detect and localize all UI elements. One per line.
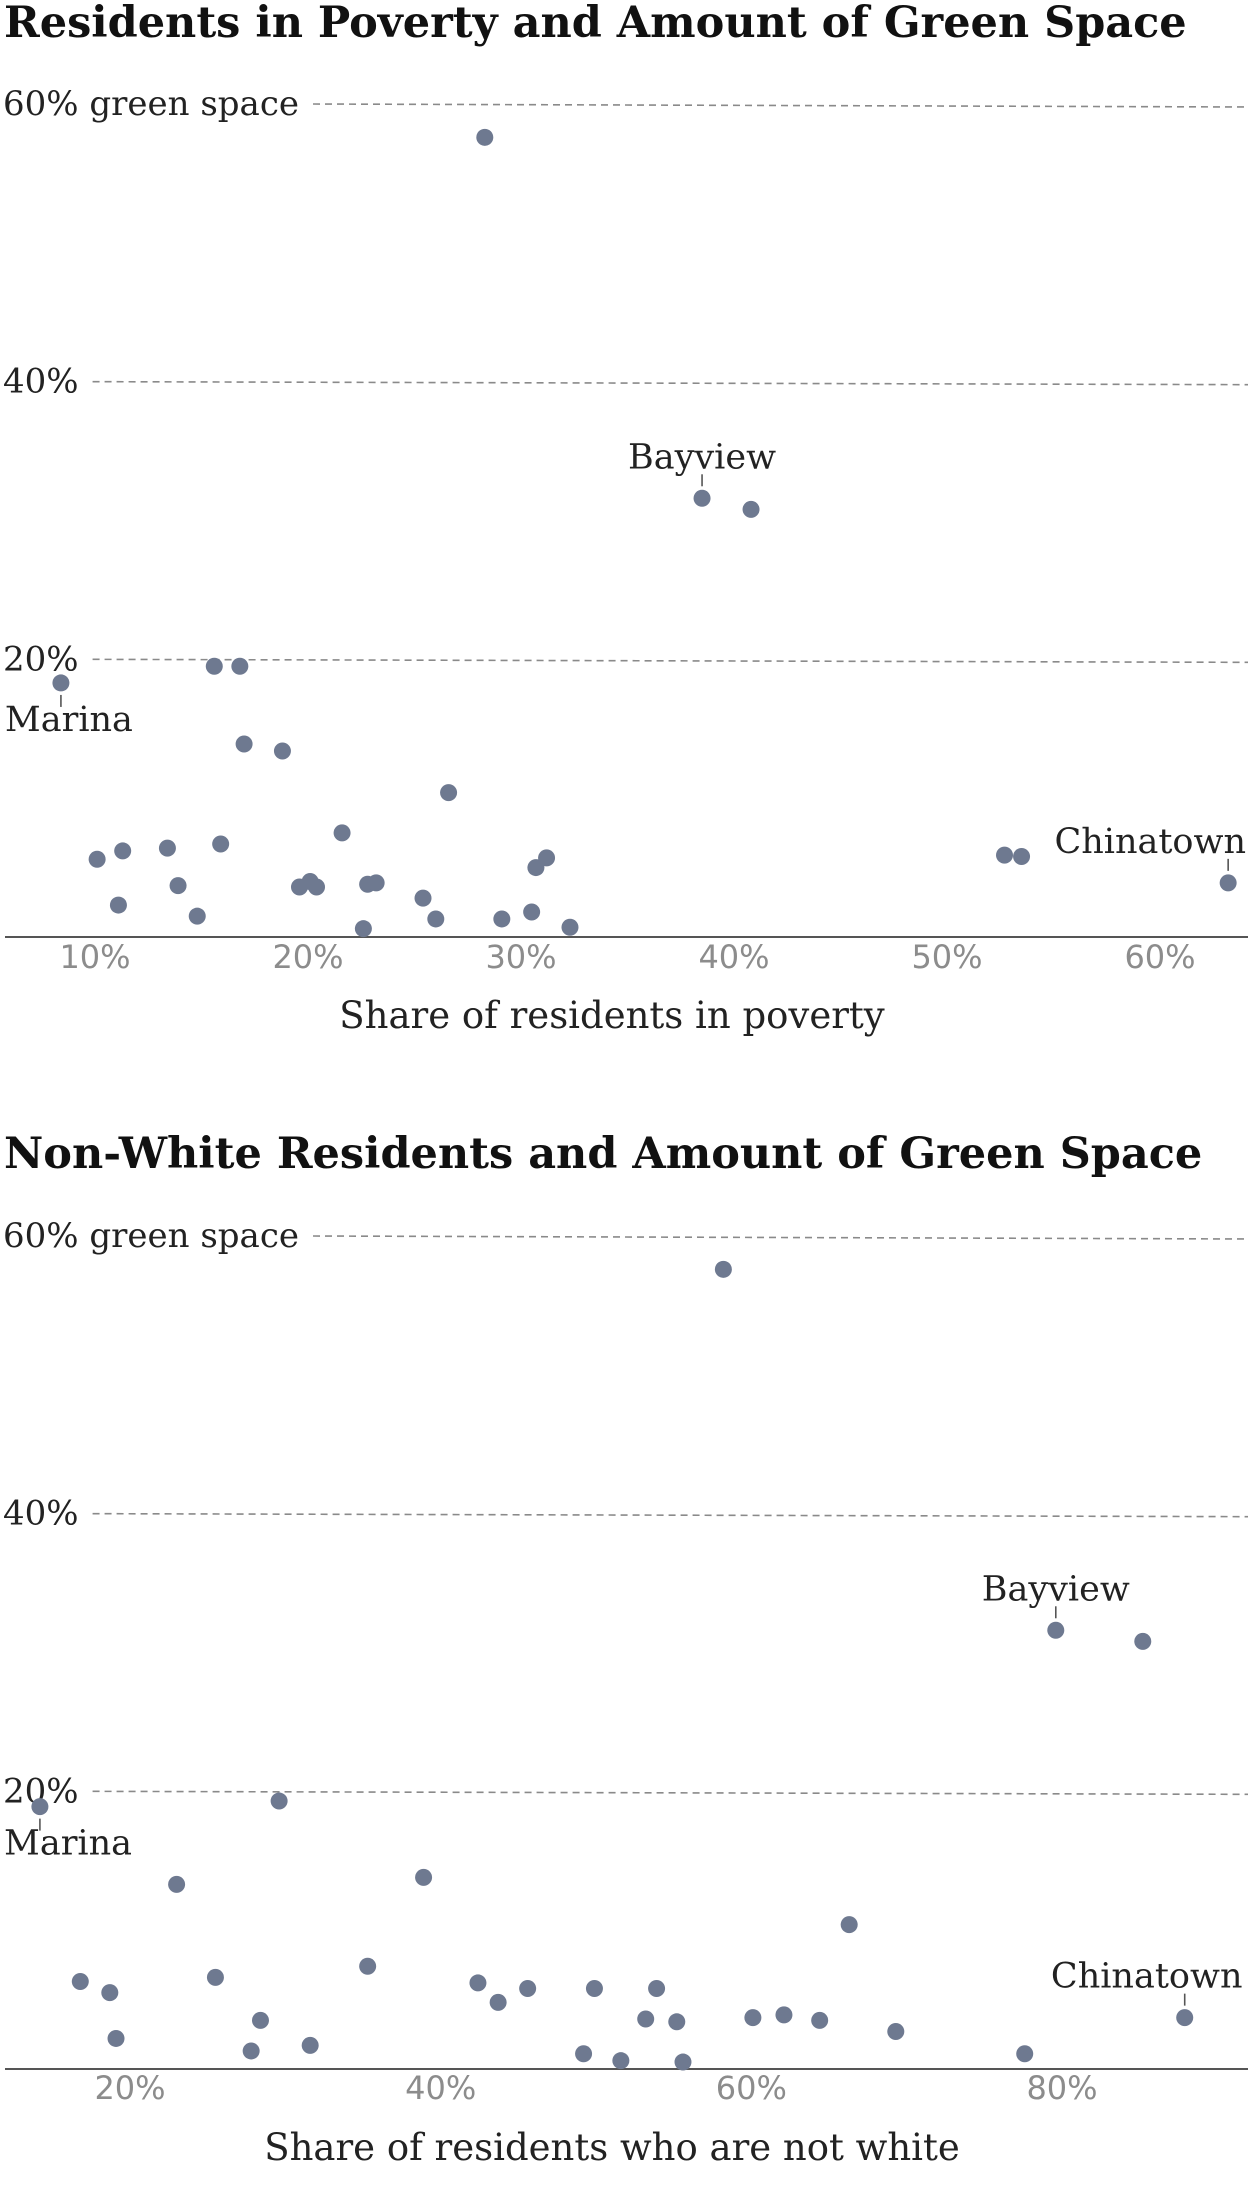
scatter-point <box>188 907 206 925</box>
y-gridline <box>312 103 1249 108</box>
scatter-point <box>158 839 176 857</box>
scatter-point <box>114 842 132 860</box>
scatter-point <box>714 1260 732 1278</box>
scatter-point <box>523 903 541 921</box>
x-tick-label: 20% <box>94 2069 165 2107</box>
y-gridline <box>92 380 1249 386</box>
scatter-point <box>744 2009 762 2027</box>
scatter-point <box>840 1916 858 1934</box>
scatter-point <box>538 849 556 867</box>
scatter-point <box>107 2029 125 2047</box>
scatter-point <box>519 1979 537 1997</box>
chart-panel-2: Non-White Residents and Amount of Green … <box>3 1129 1249 2169</box>
y-gridline <box>92 658 1249 664</box>
scatter-point <box>887 2023 905 2041</box>
scatter-point <box>668 2013 686 2031</box>
x-tick-label: 30% <box>485 938 556 976</box>
scatter-point <box>308 878 326 896</box>
scatter-point <box>31 1798 49 1816</box>
point-annotation-chinatown: Chinatown <box>1054 822 1246 862</box>
y-tick-label: 40% <box>3 1494 79 1534</box>
chart-title: Non-White Residents and Amount of Green … <box>4 1129 1202 1179</box>
y-gridline <box>92 1790 1249 1796</box>
scatter-point <box>637 2010 655 2028</box>
x-tick-label: 50% <box>911 938 982 976</box>
scatter-point <box>585 1979 603 1997</box>
scatter-point <box>561 918 579 936</box>
scatter-point <box>414 889 432 907</box>
x-tick-label: 20% <box>272 938 343 976</box>
x-tick-label: 40% <box>698 938 769 976</box>
point-annotation-marina: Marina <box>5 700 133 740</box>
scatter-point <box>1134 1632 1152 1650</box>
scatter-point <box>693 489 711 507</box>
scatter-point <box>415 1868 433 1886</box>
scatter-point <box>367 874 385 892</box>
scatter-point <box>648 1979 666 1997</box>
scatter-point <box>169 877 187 895</box>
scatter-point <box>168 1875 186 1893</box>
y-gridline <box>92 1512 1249 1518</box>
scatter-point <box>612 2052 630 2070</box>
scatter-point <box>1176 2009 1194 2027</box>
scatter-point <box>1013 847 1031 865</box>
scatter-point <box>469 1974 487 1992</box>
x-tick-label: 10% <box>59 938 130 976</box>
scatter-point <box>575 2045 593 2063</box>
x-tick-label: 80% <box>1026 2069 1097 2107</box>
chart-panel-1: Residents in Poverty and Amount of Green… <box>3 0 1249 1037</box>
point-annotation-marina: Marina <box>4 1824 132 1864</box>
y-tick-label: 60% green space <box>3 84 299 124</box>
scatter-point <box>212 835 230 853</box>
scatter-point <box>493 910 511 928</box>
point-annotation-bayview: Bayview <box>628 437 776 477</box>
scatter-point <box>235 735 253 753</box>
scatter-point <box>674 2053 692 2071</box>
x-axis-title: Share of residents who are not white <box>264 2126 960 2169</box>
scatter-point <box>242 2042 260 2060</box>
scatter-point <box>354 920 372 938</box>
scatter-point <box>1047 1621 1065 1639</box>
y-gridline <box>312 1235 1249 1240</box>
y-tick-label: 60% green space <box>3 1216 299 1256</box>
scatter-point <box>270 1792 288 1810</box>
scatter-point <box>52 674 70 692</box>
scatter-point <box>775 2006 793 2024</box>
y-tick-label: 20% <box>3 639 79 679</box>
scatter-point <box>1016 2045 1034 2063</box>
scatter-point <box>742 500 760 518</box>
scatter-point <box>231 657 249 675</box>
chart-title: Residents in Poverty and Amount of Green… <box>4 0 1187 48</box>
scatter-point <box>1219 874 1237 892</box>
scatter-point <box>427 910 445 928</box>
scatter-point <box>205 657 223 675</box>
scatter-point <box>251 2011 269 2029</box>
scatter-point <box>476 128 494 146</box>
scatter-point <box>71 1973 89 1991</box>
scatter-point <box>996 846 1014 864</box>
scatter-point <box>489 1993 507 2011</box>
scatter-point <box>88 850 106 868</box>
scatter-point <box>206 1968 224 1986</box>
scatter-point <box>273 742 291 760</box>
scatter-point <box>359 1957 377 1975</box>
y-tick-label: 40% <box>3 362 79 402</box>
x-axis-title: Share of residents in poverty <box>339 994 884 1037</box>
x-tick-label: 60% <box>716 2069 787 2107</box>
x-tick-label: 60% <box>1124 938 1195 976</box>
x-tick-label: 40% <box>405 2069 476 2107</box>
scatter-point <box>811 2011 829 2029</box>
scatter-point <box>333 824 351 842</box>
scatter-point <box>109 896 127 914</box>
scatter-point <box>301 2036 319 2054</box>
scatter-point <box>440 784 458 802</box>
point-annotation-bayview: Bayview <box>982 1569 1130 1609</box>
point-annotation-chinatown: Chinatown <box>1051 1957 1243 1997</box>
scatter-point <box>101 1984 119 2002</box>
